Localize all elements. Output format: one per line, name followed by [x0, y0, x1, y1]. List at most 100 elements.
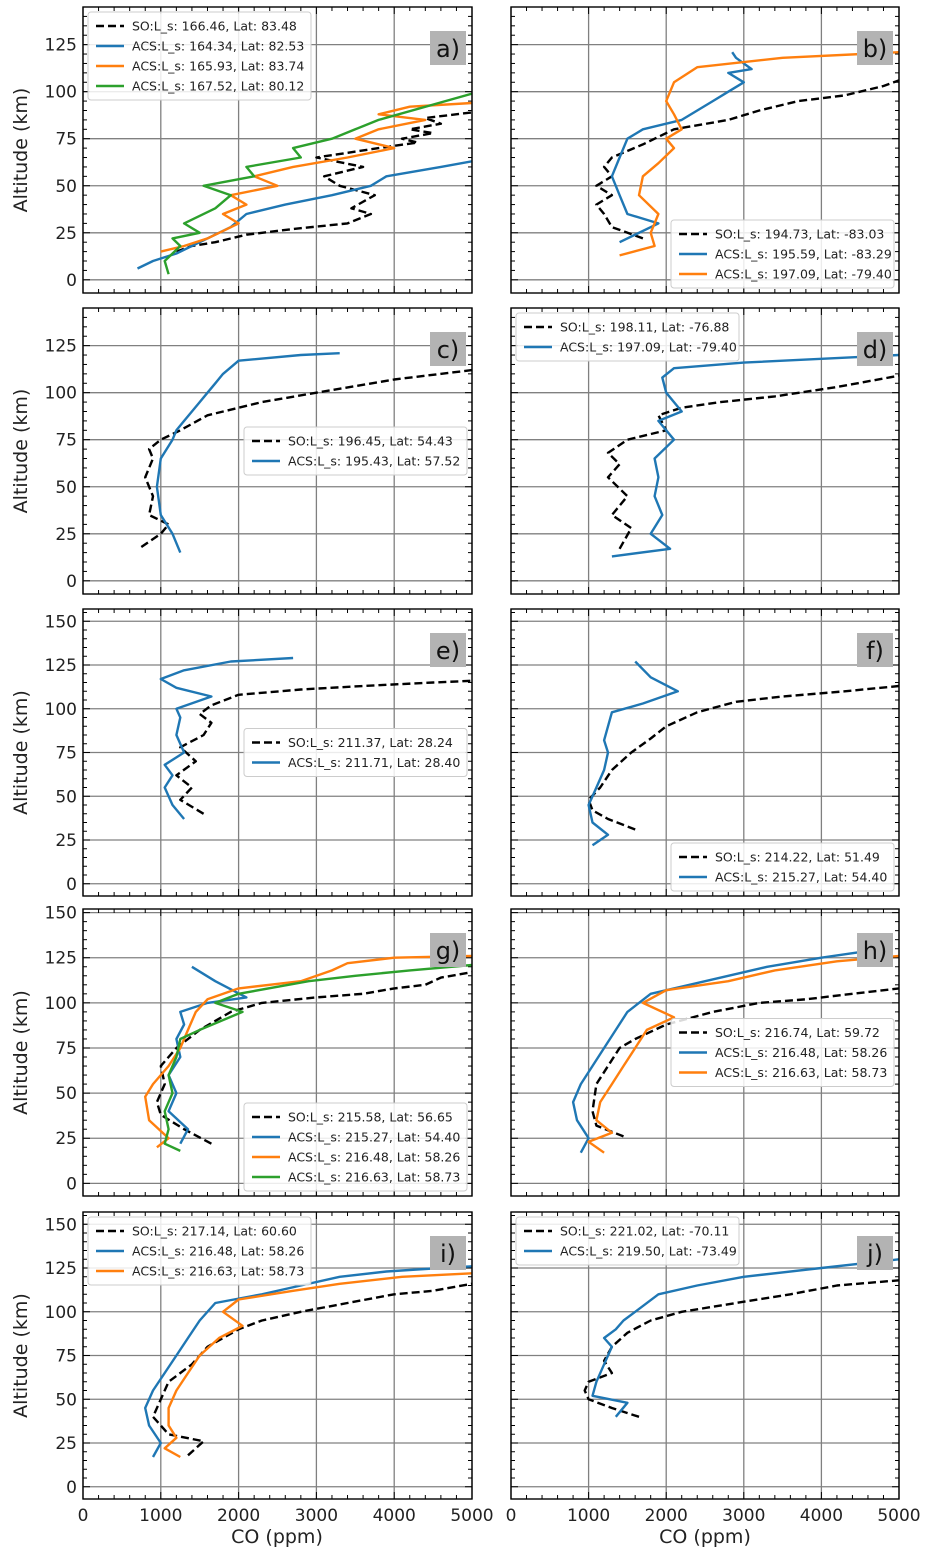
panel-f: f) SO:L_s: 214.22, Lat: 51.49 ACS:L_s: 215…: [510, 608, 900, 897]
panel-label: h): [863, 937, 888, 965]
panel-label: j): [866, 1240, 883, 1268]
y-axis-title: Altitude (km): [10, 690, 32, 815]
legend-entry: ACS:L_s: 195.59, Lat: -83.29: [715, 247, 892, 262]
y-tick-label: 50: [55, 478, 77, 498]
x-axis-title-left: CO (ppm): [231, 1526, 323, 1548]
series-line-so: [591, 987, 899, 1138]
y-axis-title: Altitude (km): [10, 88, 32, 213]
x-tick-label: 5000: [877, 1506, 920, 1526]
legend-box: [87, 11, 312, 101]
axes-frame: [82, 6, 473, 294]
y-tick-label: 50: [55, 787, 77, 807]
series-line-so: [606, 374, 899, 550]
series-line-acs-1: [155, 352, 340, 554]
series-line-so: [151, 1282, 472, 1457]
series-line-acs-1: [610, 51, 753, 244]
legend-box: [670, 219, 895, 289]
x-tick-label: 4000: [373, 1506, 416, 1526]
legend-entry: SO:L_s: 196.45, Lat: 54.43: [288, 434, 453, 449]
series-line-so: [175, 111, 472, 253]
y-tick-label: 100: [45, 83, 77, 103]
axes-frame: [82, 1211, 473, 1500]
panel-label: e): [436, 637, 460, 665]
axes-frame: [510, 608, 900, 897]
y-tick-label: 125: [45, 656, 77, 676]
legend-entry: ACS:L_s: 195.43, Lat: 57.52: [288, 454, 460, 469]
panel-label: f): [866, 637, 884, 665]
legend-entry: ACS:L_s: 215.27, Lat: 54.40: [715, 870, 887, 885]
legend-box: [515, 1216, 740, 1266]
y-tick-label: 75: [55, 1039, 77, 1059]
series-line-acs-3: [163, 92, 472, 275]
legend-entry: ACS:L_s: 216.63, Lat: 58.73: [132, 1264, 304, 1279]
panel-label-box: [430, 933, 466, 967]
legend-entry: SO:L_s: 211.37, Lat: 28.24: [288, 735, 453, 750]
series-line-acs-1: [571, 947, 884, 1154]
panel-label-box: [430, 332, 466, 366]
x-tick-label: 0: [78, 1506, 89, 1526]
series-line-acs-2: [163, 1272, 472, 1459]
series-line-acs-1: [587, 660, 679, 847]
y-tick-label: 0: [66, 572, 77, 592]
legend-entry: SO:L_s: 217.14, Lat: 60.60: [132, 1224, 297, 1239]
legend-entry: SO:L_s: 216.74, Lat: 59.72: [715, 1025, 880, 1040]
axes-frame: [82, 307, 473, 595]
y-axis-title: Altitude (km): [10, 389, 32, 514]
legend-entry: SO:L_s: 221.02, Lat: -70.11: [560, 1224, 729, 1239]
legend-entry: ACS:L_s: 167.52, Lat: 80.12: [132, 79, 304, 94]
legend-entry: SO:L_s: 215.58, Lat: 56.65: [288, 1110, 453, 1125]
series-line-so: [175, 679, 472, 815]
panel-e: 0 25 50 75 100 125 150 Altitude (km) e) SO:L_s: 2…: [10, 608, 473, 897]
panel-label-box: [430, 1236, 466, 1270]
x-tick-label: 3000: [295, 1506, 338, 1526]
series-line-acs-2: [143, 954, 472, 1149]
y-tick-label: 100: [45, 700, 77, 720]
y-tick-label: 125: [45, 36, 77, 56]
panel-d: d) SO:L_s: 198.11, Lat: -76.88 ACS:L_s: 19…: [510, 307, 900, 595]
y-tick-label: 25: [55, 1129, 77, 1149]
axes-frame: [82, 908, 473, 1197]
panel-label-box: [857, 633, 893, 667]
x-axis-title-right: CO (ppm): [659, 1526, 751, 1548]
legend-entry: ACS:L_s: 216.63, Lat: 58.73: [715, 1065, 887, 1080]
x-tick-label: 0: [506, 1506, 517, 1526]
y-tick-label: 75: [55, 1347, 77, 1367]
panel-label: a): [436, 35, 460, 63]
panel-label: c): [437, 336, 460, 364]
y-tick-label: 100: [45, 1303, 77, 1323]
legend-entry: ACS:L_s: 216.48, Lat: 58.26: [288, 1150, 460, 1165]
panels: 0 25 50 75 100 125 Altitude (km) a) SO:L_s: 166.…: [10, 6, 921, 1526]
x-tick-label: 1000: [567, 1506, 610, 1526]
panel-label-box: [857, 933, 893, 967]
y-tick-label: 150: [45, 1215, 77, 1235]
legend-box: [670, 842, 895, 892]
legend-entry: ACS:L_s: 197.09, Lat: -79.40: [560, 340, 737, 355]
legend-entry: ACS:L_s: 215.27, Lat: 54.40: [288, 1130, 460, 1145]
panel-i: 0 25 50 75 100 125 150 Altitude (km) 0 1000 2000 30…: [10, 1211, 494, 1526]
series-line-so: [595, 79, 899, 240]
y-tick-label: 75: [55, 744, 77, 764]
legend-entry: ACS:L_s: 197.09, Lat: -79.40: [715, 267, 892, 282]
y-tick-label: 100: [45, 994, 77, 1014]
y-tick-label: 75: [55, 431, 77, 451]
y-tick-label: 0: [66, 1478, 77, 1498]
y-tick-label: 150: [45, 904, 77, 924]
series-line-so: [583, 1279, 899, 1418]
panel-label-box: [857, 31, 893, 65]
x-tick-label: 2000: [645, 1506, 688, 1526]
y-tick-label: 0: [66, 271, 77, 291]
legend-box: [243, 426, 468, 476]
legend-entry: ACS:L_s: 211.71, Lat: 28.40: [288, 755, 460, 770]
legend-entry: ACS:L_s: 164.34, Lat: 82.53: [132, 39, 304, 54]
axes-frame: [510, 1211, 900, 1500]
series-line-so: [140, 368, 472, 548]
panel-h: h) SO:L_s: 216.74, Lat: 59.72 ACS:L_s: 216…: [510, 908, 900, 1197]
panel-g: 0 25 50 75 100 125 150 Altitude (km) g) SO:L_s: 2…: [10, 904, 473, 1197]
y-tick-label: 0: [66, 875, 77, 895]
axes-frame: [510, 307, 900, 595]
y-tick-label: 25: [55, 831, 77, 851]
panel-label: g): [436, 937, 461, 965]
x-tick-label: 3000: [722, 1506, 765, 1526]
axes-frame: [82, 608, 473, 897]
